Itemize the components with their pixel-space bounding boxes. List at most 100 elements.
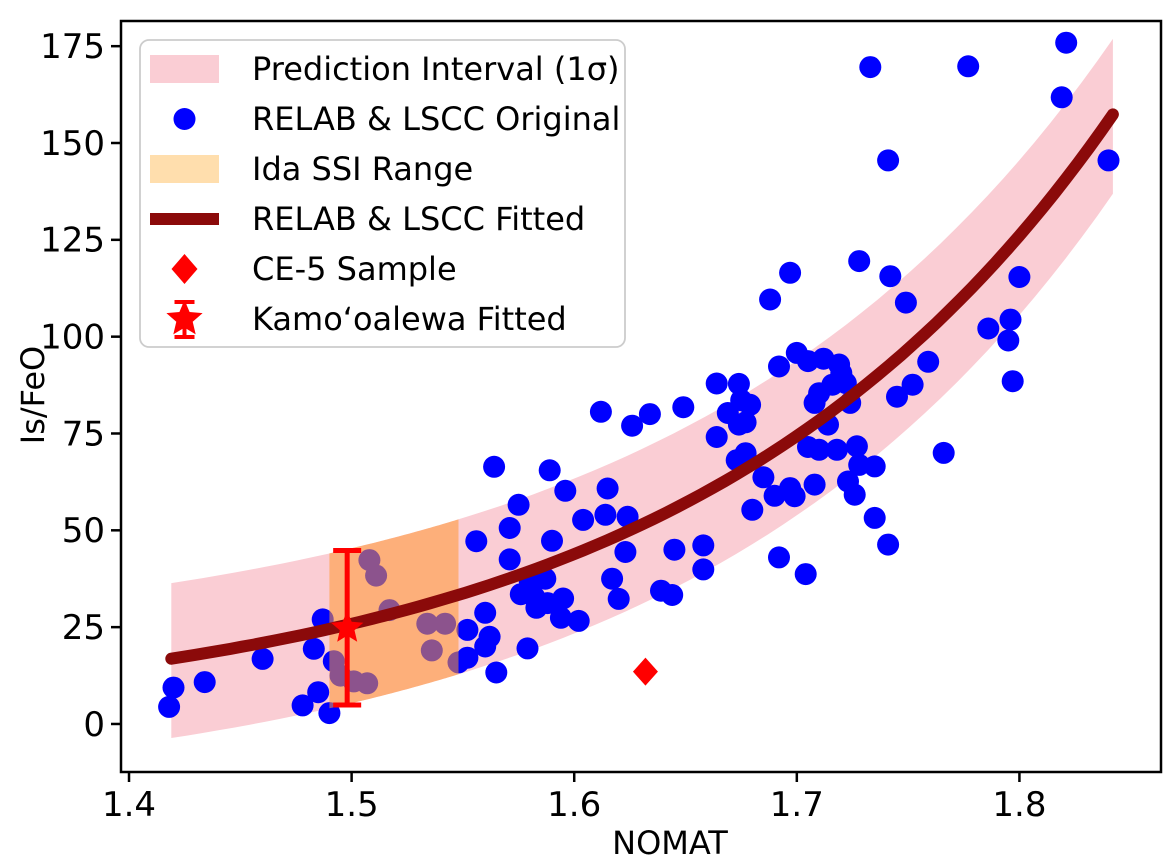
legend: Prediction Interval (1σ) RELAB & LSCC Or… (139, 39, 626, 348)
scatter-point (692, 558, 715, 581)
special-markers (331, 547, 658, 708)
scatter-point (727, 372, 750, 395)
scatter-point (552, 587, 575, 610)
axis-ticks: 1.4 1.5 1.6 1.7 1.8 0 25 50 75 100 125 150 175 (40, 27, 1046, 825)
scatter-point (638, 403, 661, 426)
scatter-point (803, 473, 826, 496)
scatter-point (877, 533, 900, 556)
scatter-point (863, 506, 886, 529)
legend-swatches (150, 55, 219, 339)
legend-label-relab-lscc-fitted: RELAB & LSCC Fitted (252, 200, 585, 238)
scatter-point (474, 635, 497, 658)
legend-swatch-band-patch (150, 155, 219, 183)
scatter-point (848, 250, 871, 273)
scatter-point (596, 477, 619, 500)
scatter-point (752, 466, 775, 489)
y-tick-label: 125 (40, 221, 105, 261)
scatter-point (779, 261, 802, 284)
scatter-point (877, 149, 900, 172)
x-tick-label: 1.5 (325, 785, 379, 825)
scatter-point (589, 400, 612, 423)
scatter-point (999, 308, 1022, 331)
scatter-point (768, 355, 790, 378)
scatter-point (741, 498, 764, 521)
scatter-point (705, 426, 728, 448)
scatter-point (302, 637, 325, 660)
fitted-curve (165, 108, 1119, 665)
kamooalewa-fitted-marker (331, 547, 364, 708)
scatter-point (692, 534, 715, 557)
y-tick-label: 75 (62, 414, 105, 454)
scatter-point (879, 265, 902, 288)
scatter-point (901, 373, 924, 396)
scatter-point (538, 459, 561, 482)
scatter-point (845, 435, 868, 458)
scatter-point (1050, 86, 1073, 109)
scatter-point (1001, 370, 1024, 393)
scatter-point (739, 393, 762, 416)
scatter-point (783, 485, 806, 508)
scatter-point (193, 671, 216, 694)
legend-swatch-dot-icon (173, 108, 196, 130)
scatter-point (661, 584, 684, 606)
scatter-point (465, 530, 488, 553)
x-tick-label: 1.7 (770, 785, 824, 825)
scatter-point (843, 483, 866, 506)
scatter-point (162, 676, 185, 699)
legend-swatch-star-icon (166, 300, 203, 335)
scatter-point (525, 596, 548, 619)
scatter-point (485, 661, 508, 684)
scatter-point (456, 646, 479, 669)
scatter-point (554, 479, 577, 502)
legend-label-relab-lscc-original: RELAB & LSCC Original (252, 100, 620, 138)
legend-swatch-thick-line (150, 213, 219, 225)
fitted-curve-line (165, 108, 1119, 665)
scatter-point (158, 695, 181, 718)
scatter-point (607, 587, 630, 610)
scatter-point (705, 372, 728, 395)
scatter-point (1008, 266, 1031, 288)
scatter-point (859, 56, 882, 79)
scatter-point (825, 438, 848, 461)
legend-label-kamooalewa-fitted: Kamoʻoalewa Fitted (252, 300, 567, 338)
scatter-point (932, 441, 955, 464)
scatter-point (601, 567, 624, 590)
scatter-point (759, 288, 782, 311)
scatter-point (917, 350, 940, 373)
scatter-point (549, 606, 572, 629)
y-axis-label: Is/FeO (14, 346, 52, 444)
scatter-point (572, 508, 595, 531)
star-icon (331, 610, 364, 642)
scatter-point (734, 411, 757, 434)
y-tick-label: 0 (83, 705, 105, 745)
legend-swatch-diamond-icon (171, 254, 198, 284)
scatter-point (567, 609, 590, 632)
scatter-point (886, 385, 908, 408)
scatter-point (997, 329, 1020, 352)
scatter-point (808, 438, 831, 461)
scatter-point (1055, 31, 1078, 54)
scatter-point (483, 455, 506, 478)
scatter-point (1097, 149, 1120, 172)
legend-swatch-band-patch (150, 55, 219, 83)
scatter-point (251, 647, 274, 670)
plot-frame (119, 19, 1163, 774)
x-tick-label: 1.6 (547, 785, 601, 825)
scatter-point (803, 391, 826, 414)
x-tick-label: 1.4 (102, 785, 156, 825)
scatter-point (498, 548, 521, 571)
scatter-point (894, 291, 917, 314)
y-tick-label: 50 (62, 511, 105, 551)
y-tick-label: 150 (40, 124, 105, 164)
scatter-point (307, 681, 330, 704)
scatter-point (663, 538, 686, 561)
legend-label-ce5-sample: CE-5 Sample (252, 250, 457, 288)
scatter-point (977, 317, 1000, 340)
x-axis-label: NOMAT (612, 824, 728, 862)
scatter-point (768, 546, 790, 569)
scatter-point (498, 517, 521, 539)
ce5-sample-diamond (632, 657, 658, 686)
scatter-point (957, 55, 980, 78)
